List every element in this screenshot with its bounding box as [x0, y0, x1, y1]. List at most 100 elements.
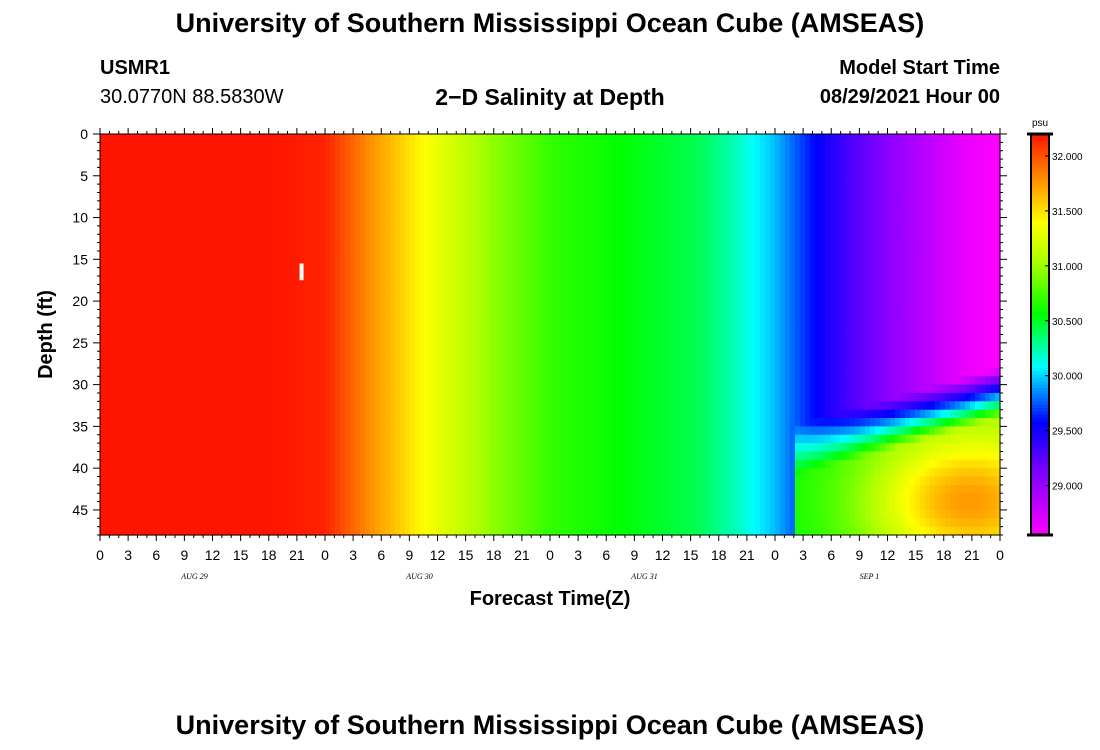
heatmap-cell — [490, 200, 496, 210]
heatmap-cell — [555, 184, 561, 194]
heatmap-cell — [485, 167, 491, 177]
heatmap-cell — [930, 284, 936, 294]
heatmap-cell — [200, 326, 206, 336]
heatmap-cell — [400, 217, 406, 227]
heatmap-cell — [255, 359, 261, 369]
heatmap-cell — [920, 301, 926, 311]
heatmap-cell — [965, 242, 971, 252]
heatmap-cell — [900, 292, 906, 302]
heatmap-cell — [255, 217, 261, 227]
heatmap-cell — [620, 175, 626, 185]
heatmap-cell — [700, 159, 706, 169]
heatmap-cell — [545, 259, 551, 269]
heatmap-cell — [345, 150, 351, 160]
heatmap-cell — [700, 326, 706, 336]
heatmap-cell — [815, 351, 821, 361]
heatmap-cell — [980, 217, 986, 227]
heatmap-cell — [425, 351, 431, 361]
heatmap-cell — [940, 134, 946, 143]
heatmap-cell — [930, 259, 936, 269]
heatmap-cell — [455, 209, 461, 219]
heatmap-cell — [855, 342, 861, 352]
heatmap-cell — [370, 309, 376, 319]
heatmap-cell — [660, 326, 666, 336]
heatmap-cell — [680, 142, 686, 152]
heatmap-cell — [730, 351, 736, 361]
heatmap-cell — [750, 175, 756, 185]
heatmap-cell — [910, 326, 916, 336]
heatmap-cell — [125, 351, 131, 361]
heatmap-cell — [955, 134, 961, 143]
heatmap-cell — [680, 175, 686, 185]
heatmap-cell — [985, 159, 991, 169]
heatmap-cell — [150, 309, 156, 319]
heatmap-cell — [490, 175, 496, 185]
heatmap-cell — [985, 334, 991, 344]
heatmap-cell — [830, 242, 836, 252]
heatmap-cell — [205, 167, 211, 177]
heatmap-cell — [240, 217, 246, 227]
heatmap-cell — [170, 200, 176, 210]
heatmap-cell — [875, 167, 881, 177]
heatmap-cell — [590, 167, 596, 177]
heatmap-cell — [930, 267, 936, 277]
heatmap-cell — [105, 326, 111, 336]
heatmap-cell — [420, 134, 426, 143]
heatmap-cell — [190, 259, 196, 269]
heatmap-cell — [120, 267, 126, 277]
heatmap-cell — [615, 342, 621, 352]
heatmap-cell — [725, 134, 731, 143]
heatmap-cell — [350, 276, 356, 285]
heatmap-cell — [390, 175, 396, 185]
heatmap-cell — [425, 234, 431, 244]
heatmap-cell — [275, 200, 281, 210]
heatmap-cell — [410, 334, 416, 344]
heatmap-cell — [705, 351, 711, 361]
heatmap-cell — [515, 184, 521, 194]
heatmap-cell — [625, 217, 631, 227]
heatmap-cell — [185, 326, 191, 336]
heatmap-cell — [995, 134, 1001, 143]
heatmap-cell — [685, 326, 691, 336]
heatmap-cell — [670, 150, 676, 160]
heatmap-cell — [655, 167, 661, 177]
heatmap-cell — [530, 142, 536, 152]
heatmap-cell — [995, 150, 1001, 160]
heatmap-cell — [565, 276, 571, 285]
heatmap-cell — [465, 276, 471, 285]
heatmap-cell — [795, 159, 801, 169]
heatmap-cell — [325, 259, 331, 269]
heatmap-cell — [640, 134, 646, 143]
heatmap-cell — [570, 150, 576, 160]
heatmap-cell — [590, 259, 596, 269]
heatmap-cell — [125, 326, 131, 336]
heatmap-cell — [110, 250, 116, 260]
heatmap-cell — [575, 134, 581, 143]
heatmap-cell — [640, 284, 646, 294]
heatmap-cell — [240, 284, 246, 294]
heatmap-cell — [750, 217, 756, 227]
heatmap-cell — [665, 301, 671, 311]
heatmap-cell — [795, 276, 801, 285]
heatmap-cell — [950, 317, 956, 327]
heatmap-cell — [750, 234, 756, 244]
heatmap-cell — [605, 159, 611, 169]
heatmap-cell — [955, 342, 961, 352]
heatmap-cell — [685, 267, 691, 277]
heatmap-cell — [410, 284, 416, 294]
heatmap-cell — [750, 250, 756, 260]
heatmap-cell — [215, 192, 221, 202]
heatmap-cell — [850, 292, 856, 302]
heatmap-cell — [980, 267, 986, 277]
heatmap-cell — [835, 192, 841, 202]
heatmap-cell — [125, 309, 131, 319]
heatmap-cell — [895, 301, 901, 311]
heatmap-cell — [615, 326, 621, 336]
heatmap-cell — [775, 209, 781, 219]
heatmap-cell — [220, 309, 226, 319]
heatmap-cell — [700, 209, 706, 219]
heatmap-cell — [725, 342, 731, 352]
heatmap-cell — [440, 259, 446, 269]
heatmap-cell — [945, 301, 951, 311]
heatmap-cell — [285, 192, 291, 202]
